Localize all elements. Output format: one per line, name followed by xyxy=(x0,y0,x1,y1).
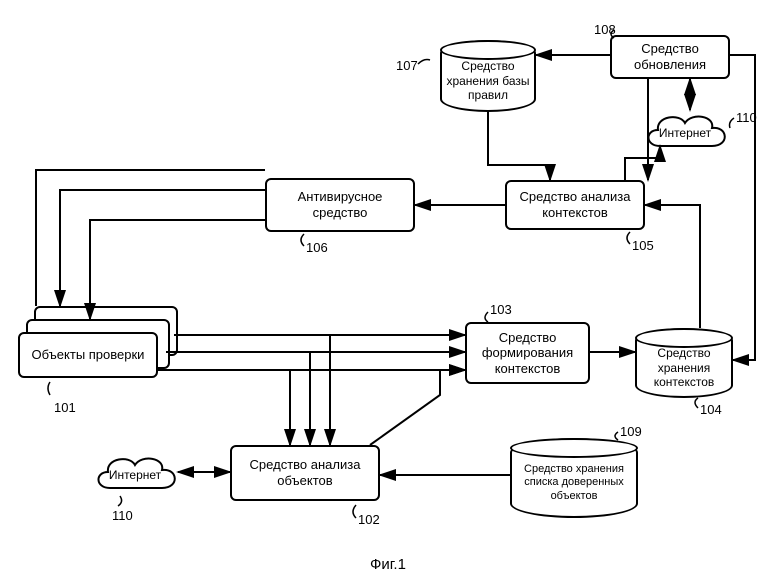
edges-layer xyxy=(0,0,780,579)
diagram-canvas: Объекты проверки Средство анализа объект… xyxy=(0,0,780,579)
